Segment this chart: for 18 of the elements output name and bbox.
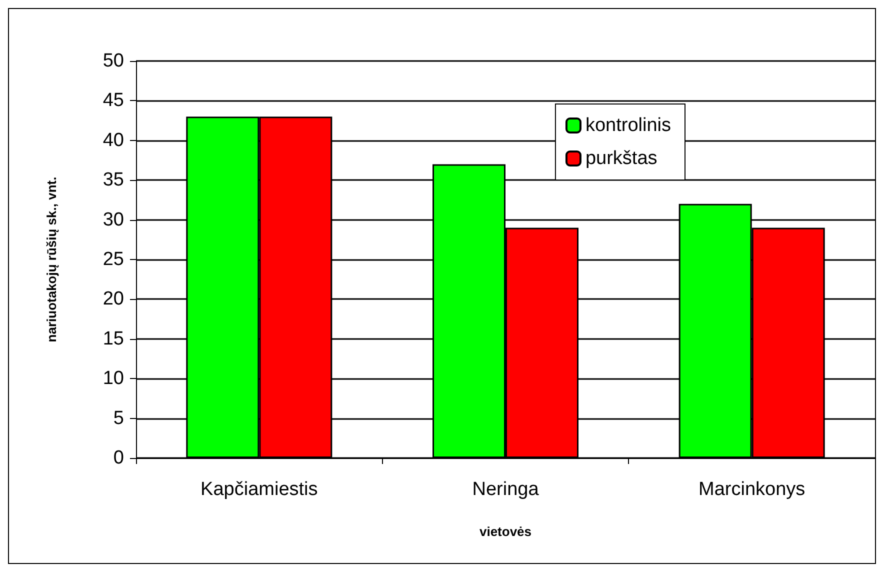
x-tick-label: Neringa (472, 479, 540, 500)
y-tick-label: 20 (102, 288, 124, 310)
y-tick-label: 30 (102, 209, 124, 230)
y-axis-title: nariuotakojų rūšių sk., vnt. (44, 176, 59, 342)
y-tick-label: 45 (102, 90, 124, 112)
y-tick-label: 10 (102, 368, 124, 390)
y-tick-label: 35 (102, 170, 124, 191)
y-tick-label: 40 (102, 130, 124, 151)
x-tick-label: Marcinkonys (698, 479, 806, 500)
y-tick-label: 0 (113, 448, 124, 468)
y-tick-label: 15 (102, 328, 124, 350)
x-tick-label: Kapčiamiestis (200, 479, 318, 500)
legend-label: kontrolinis (585, 115, 672, 136)
y-tick-label: 5 (113, 408, 124, 429)
legend-label: purkštas (585, 148, 658, 169)
y-tick-label: 50 (102, 50, 124, 72)
y-tick-label: 25 (102, 249, 124, 270)
x-axis-title: vietovės (479, 524, 532, 539)
